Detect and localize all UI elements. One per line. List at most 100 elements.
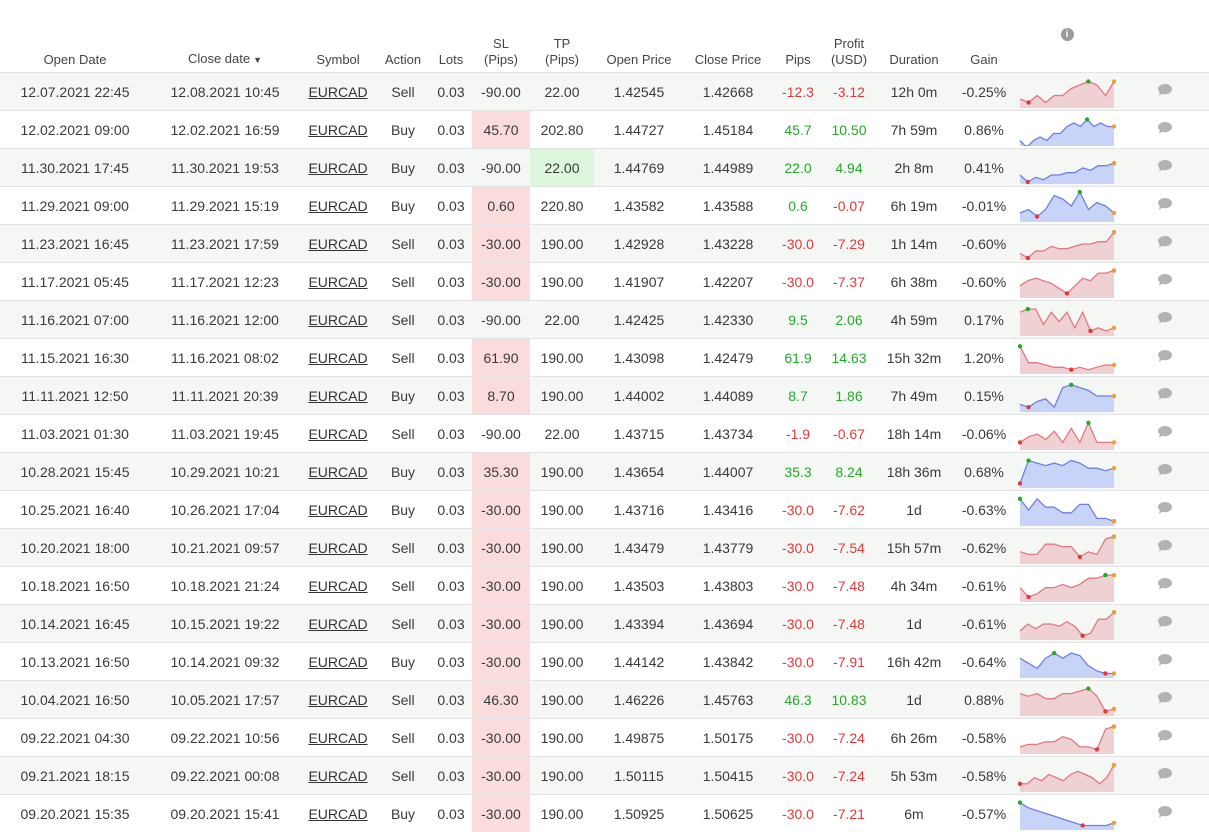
lots-cell: 0.03	[430, 111, 472, 149]
symbol-link[interactable]: EURCAD	[308, 274, 367, 290]
symbol-link[interactable]: EURCAD	[308, 806, 367, 822]
comment-icon[interactable]	[1157, 159, 1173, 173]
comment-icon[interactable]	[1157, 501, 1173, 515]
col-header-open-date[interactable]: Open Date	[0, 0, 150, 73]
comment-icon[interactable]	[1157, 691, 1173, 705]
sparkline-last-marker	[1112, 465, 1116, 469]
sparkline-last-marker	[1112, 519, 1116, 523]
symbol-link[interactable]: EURCAD	[308, 578, 367, 594]
symbol-link[interactable]: EURCAD	[308, 616, 367, 632]
sparkline-max-marker	[1018, 496, 1022, 500]
comment-icon[interactable]	[1157, 653, 1173, 667]
col-header-gain[interactable]: Gain	[954, 0, 1014, 73]
symbol-link[interactable]: EURCAD	[308, 236, 367, 252]
sparkline-last-marker	[1112, 440, 1116, 444]
profit-cell: -0.67	[824, 415, 874, 453]
symbol-link[interactable]: EURCAD	[308, 84, 367, 100]
profit-cell: -7.91	[824, 643, 874, 681]
comment-icon[interactable]	[1157, 425, 1173, 439]
close-date-cell: 10.21.2021 09:57	[150, 529, 300, 567]
symbol-link[interactable]: EURCAD	[308, 730, 367, 746]
sparkline-last-marker	[1112, 706, 1116, 710]
symbol-link[interactable]: EURCAD	[308, 464, 367, 480]
sparkline-cell	[1014, 757, 1120, 795]
symbol-link[interactable]: EURCAD	[308, 426, 367, 442]
tp-cell: 22.00	[530, 301, 594, 339]
profit-cell: 4.94	[824, 149, 874, 187]
close-price-cell: 1.43779	[684, 529, 772, 567]
comment-icon[interactable]	[1157, 83, 1173, 97]
comment-cell	[1120, 453, 1209, 491]
symbol-link[interactable]: EURCAD	[308, 388, 367, 404]
col-header-profit[interactable]: Profit(USD)	[824, 0, 874, 73]
symbol-link[interactable]: EURCAD	[308, 122, 367, 138]
comment-icon[interactable]	[1157, 197, 1173, 211]
comment-icon[interactable]	[1157, 349, 1173, 363]
col-header-open-price[interactable]: Open Price	[594, 0, 684, 73]
col-header-close-date[interactable]: Close date▼	[150, 0, 300, 73]
sparkline-max-marker	[1086, 420, 1090, 424]
comment-icon[interactable]	[1157, 235, 1173, 249]
col-header-symbol[interactable]: Symbol	[300, 0, 376, 73]
comment-icon[interactable]	[1157, 273, 1173, 287]
sparkline-min-marker	[1026, 179, 1030, 183]
symbol-link[interactable]: EURCAD	[308, 654, 367, 670]
tp-cell: 190.00	[530, 263, 594, 301]
comment-icon[interactable]	[1157, 767, 1173, 781]
open-price-cell: 1.44142	[594, 643, 684, 681]
col-header-lots[interactable]: Lots	[430, 0, 472, 73]
sparkline-area	[1020, 460, 1114, 488]
sl-cell: -30.00	[472, 795, 530, 832]
comment-icon[interactable]	[1157, 387, 1173, 401]
symbol-link[interactable]: EURCAD	[308, 350, 367, 366]
symbol-link[interactable]: EURCAD	[308, 160, 367, 176]
symbol-link[interactable]: EURCAD	[308, 768, 367, 784]
comment-icon[interactable]	[1157, 805, 1173, 819]
duration-cell: 6h 38m	[874, 263, 954, 301]
sparkline-max-marker	[1026, 306, 1030, 310]
comment-icon[interactable]	[1157, 539, 1173, 553]
col-header-close-price[interactable]: Close Price	[684, 0, 772, 73]
comment-icon[interactable]	[1157, 729, 1173, 743]
symbol-link[interactable]: EURCAD	[308, 540, 367, 556]
symbol-link[interactable]: EURCAD	[308, 692, 367, 708]
symbol-link[interactable]: EURCAD	[308, 198, 367, 214]
sparkline-cell	[1014, 415, 1120, 453]
col-header-action[interactable]: Action	[376, 0, 430, 73]
comment-icon[interactable]	[1157, 615, 1173, 629]
comment-icon[interactable]	[1157, 311, 1173, 325]
info-icon[interactable]: i	[1061, 28, 1074, 41]
profit-cell: -0.07	[824, 187, 874, 225]
col-header-sl[interactable]: SL(Pips)	[472, 0, 530, 73]
comment-icon[interactable]	[1157, 577, 1173, 591]
col-header-tp[interactable]: TP(Pips)	[530, 0, 594, 73]
comment-icon[interactable]	[1157, 121, 1173, 135]
col-header-duration[interactable]: Duration	[874, 0, 954, 73]
col-header-pips[interactable]: Pips	[772, 0, 824, 73]
comment-icon[interactable]	[1157, 463, 1173, 477]
close-date-cell: 09.22.2021 00:08	[150, 757, 300, 795]
symbol-link[interactable]: EURCAD	[308, 502, 367, 518]
comment-cell	[1120, 567, 1209, 605]
symbol-link[interactable]: EURCAD	[308, 312, 367, 328]
